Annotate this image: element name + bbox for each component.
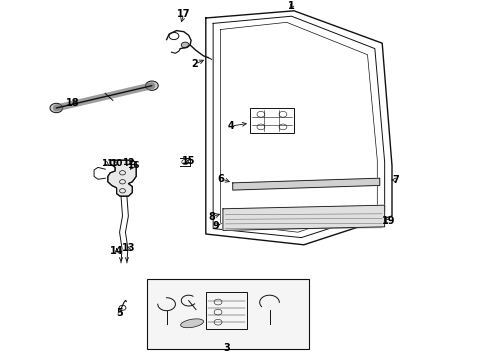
Text: 7: 7 — [392, 175, 399, 185]
Text: 10: 10 — [110, 159, 122, 168]
Text: 18: 18 — [66, 98, 79, 108]
Text: 11: 11 — [100, 159, 113, 168]
Bar — [206, 292, 247, 329]
Polygon shape — [108, 160, 136, 196]
Text: 3: 3 — [223, 343, 230, 353]
Ellipse shape — [181, 319, 203, 328]
Text: 8: 8 — [209, 212, 216, 222]
Polygon shape — [233, 178, 380, 190]
Text: 17: 17 — [177, 9, 191, 19]
Text: 13: 13 — [122, 243, 135, 253]
Text: 1: 1 — [288, 1, 295, 11]
Text: 9: 9 — [212, 221, 219, 231]
Text: 12: 12 — [122, 158, 135, 167]
Bar — [250, 108, 294, 133]
Text: 14: 14 — [110, 246, 123, 256]
Text: 5: 5 — [117, 308, 123, 318]
Text: 6: 6 — [217, 174, 224, 184]
Circle shape — [146, 81, 158, 90]
Text: 2: 2 — [192, 59, 198, 69]
Polygon shape — [223, 205, 385, 230]
Bar — [147, 279, 309, 349]
Text: 4: 4 — [228, 121, 235, 131]
Circle shape — [181, 42, 189, 48]
Circle shape — [50, 103, 63, 113]
Text: 16: 16 — [127, 161, 140, 170]
Text: 15: 15 — [182, 156, 196, 166]
Text: 19: 19 — [382, 216, 395, 226]
